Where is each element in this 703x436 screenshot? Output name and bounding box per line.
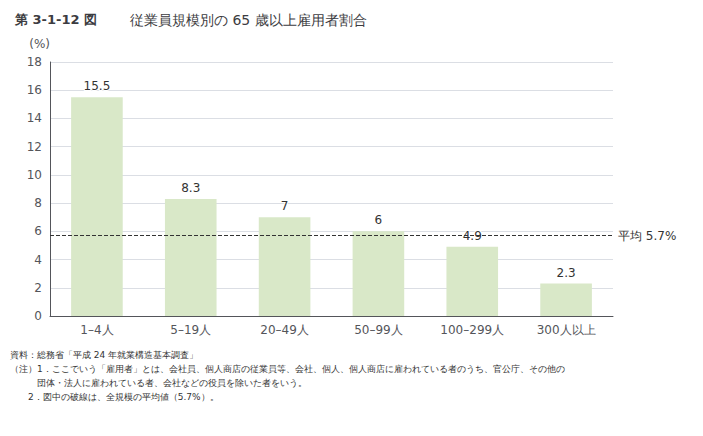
svg-text:0: 0 — [34, 309, 42, 323]
svg-text:2.3: 2.3 — [557, 266, 576, 280]
svg-text:5–19人: 5–19人 — [170, 323, 211, 337]
svg-text:平均 5.7%: 平均 5.7% — [618, 229, 676, 243]
svg-text:8.3: 8.3 — [181, 181, 200, 195]
svg-text:2．図中の破線は、全規模の平均値（5.7%）。: 2．図中の破線は、全規模の平均値（5.7%）。 — [10, 392, 219, 402]
svg-text:従業員規模別の 65 歳以上雇用者割合: 従業員規模別の 65 歳以上雇用者割合 — [130, 12, 367, 28]
svg-text:(%): (%) — [29, 37, 50, 51]
svg-text:第 3-1-12 図: 第 3-1-12 図 — [14, 12, 97, 27]
svg-text:6: 6 — [375, 213, 383, 227]
svg-text:（注）1．ここでいう「雇用者」とは、会社員、個人商店の従業員: （注）1．ここでいう「雇用者」とは、会社員、個人商店の従業員等、会社、個人、個人… — [10, 364, 565, 374]
svg-text:16: 16 — [27, 83, 42, 97]
svg-text:18: 18 — [27, 55, 42, 69]
svg-text:300人以上: 300人以上 — [537, 323, 596, 337]
svg-text:20–49人: 20–49人 — [260, 323, 309, 337]
svg-text:15.5: 15.5 — [84, 79, 111, 93]
svg-text:1–4人: 1–4人 — [80, 323, 113, 337]
svg-text:7: 7 — [281, 199, 289, 213]
svg-text:4: 4 — [34, 253, 42, 267]
svg-text:資料：総務省「平成 24 年就業構造基本調査」: 資料：総務省「平成 24 年就業構造基本調査」 — [10, 350, 198, 360]
svg-text:6: 6 — [34, 224, 42, 238]
svg-text:4.9: 4.9 — [462, 228, 482, 243]
svg-text:100–299人: 100–299人 — [440, 323, 504, 337]
svg-text:8: 8 — [34, 196, 42, 210]
svg-text:50–99人: 50–99人 — [354, 323, 403, 337]
svg-text:2: 2 — [34, 281, 42, 295]
svg-text:12: 12 — [27, 140, 42, 154]
svg-text:14: 14 — [27, 111, 42, 125]
svg-text:10: 10 — [27, 168, 42, 182]
svg-text:団体・法人に雇われている者、会社などの役員を除いた者をいう。: 団体・法人に雇われている者、会社などの役員を除いた者をいう。 — [10, 378, 307, 388]
